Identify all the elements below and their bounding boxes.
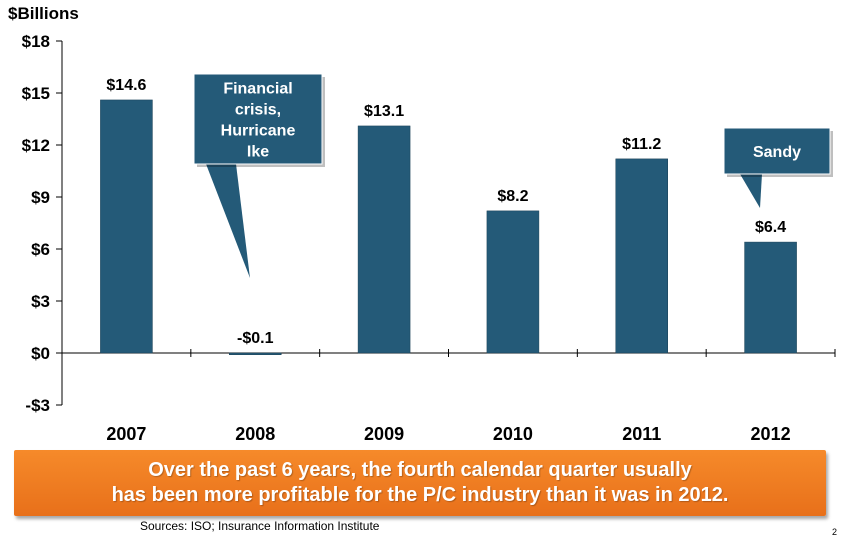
callout-box [193,73,323,165]
callout-text: Financial [223,81,292,98]
x-category-label: 2012 [751,424,791,444]
data-label: -$0.1 [237,330,274,347]
summary-line-2: has been more profitable for the P/C ind… [111,484,729,506]
y-tick-label: $9 [31,188,50,207]
data-label: $8.2 [497,188,528,205]
data-label: $13.1 [364,103,404,120]
data-label: $6.4 [755,219,786,236]
x-category-label: 2009 [364,424,404,444]
bar [229,352,282,355]
x-category-label: 2010 [493,424,533,444]
y-tick-label: $18 [22,32,50,51]
summary-line-1: Over the past 6 years, the fourth calend… [148,459,692,481]
callout-box [723,127,831,175]
y-axis-unit-label: $Billions [8,4,79,23]
data-label: $11.2 [622,136,661,153]
y-tick-label: -$3 [25,396,50,415]
bar [744,241,797,354]
bar [357,125,411,354]
callout-text: Ike [247,144,269,161]
callout-text: crisis, [235,102,281,119]
data-label: $14.6 [106,77,146,94]
bar [615,158,668,354]
source-note: Sources: ISO; Insurance Information Inst… [140,519,380,533]
callout-text: Hurricane [221,123,296,140]
summary-banner: Over the past 6 years, the fourth calend… [14,450,826,516]
bar [100,99,153,354]
page-number: 2 [832,527,838,537]
y-tick-label: $3 [31,292,50,311]
x-category-label: 2011 [622,424,661,444]
y-tick-label: $6 [31,240,50,259]
y-tick-label: $0 [31,344,50,363]
bar-chart: $18 $15 $12 $9 $6 $3 $0 -$3 $14.6 2007 -$0.1 2008 $1… [22,32,836,444]
callout-pointer [206,164,250,278]
y-tick-label: $15 [22,84,50,103]
x-category-label: 2007 [106,424,146,444]
callout-text: Sandy [753,144,801,161]
y-tick-label: $12 [22,136,50,155]
bar [486,210,540,354]
x-category-label: 2008 [235,424,275,444]
callout-pointer [740,174,762,208]
